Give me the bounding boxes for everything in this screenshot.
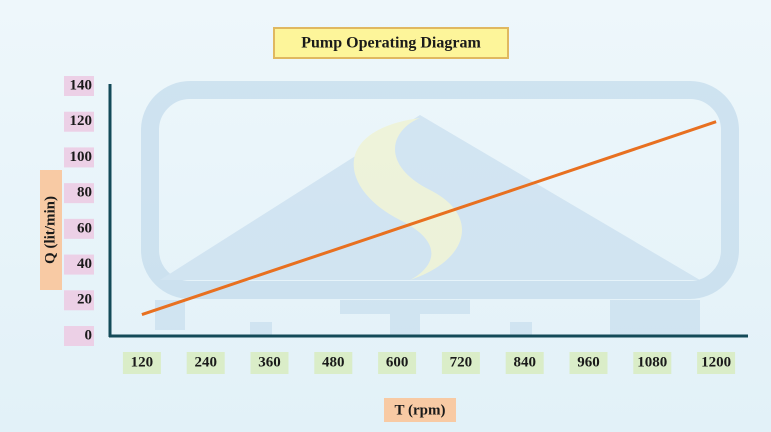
x-tick-label: 1080 — [637, 354, 667, 370]
y-tick-label: 80 — [77, 185, 92, 201]
chart: Pump Operating Diagram Q (lit/min) T (rp… — [0, 0, 771, 432]
x-tick-label: 1200 — [701, 354, 731, 370]
x-tick-label: 480 — [322, 354, 345, 370]
x-tick-label: 840 — [513, 354, 536, 370]
x-tick-label: 960 — [577, 354, 600, 370]
x-axis-label: T (rpm) — [395, 402, 446, 418]
y-tick-label: 140 — [70, 77, 93, 93]
x-tick-label: 720 — [450, 354, 473, 370]
x-tick-label: 240 — [194, 354, 217, 370]
y-tick-label: 60 — [77, 220, 92, 236]
y-tick-label: 0 — [85, 327, 93, 343]
x-tick-label: 360 — [258, 354, 281, 370]
y-tick-label: 20 — [77, 292, 92, 308]
y-tick-label: 120 — [70, 113, 93, 129]
y-tick-label: 40 — [77, 256, 92, 272]
x-tick-label: 120 — [131, 354, 154, 370]
chart-title: Pump Operating Diagram — [301, 35, 481, 52]
y-axis-label: Q (lit/min) — [42, 196, 58, 264]
y-tick-label: 100 — [70, 149, 93, 165]
x-tick-label: 600 — [386, 354, 409, 370]
